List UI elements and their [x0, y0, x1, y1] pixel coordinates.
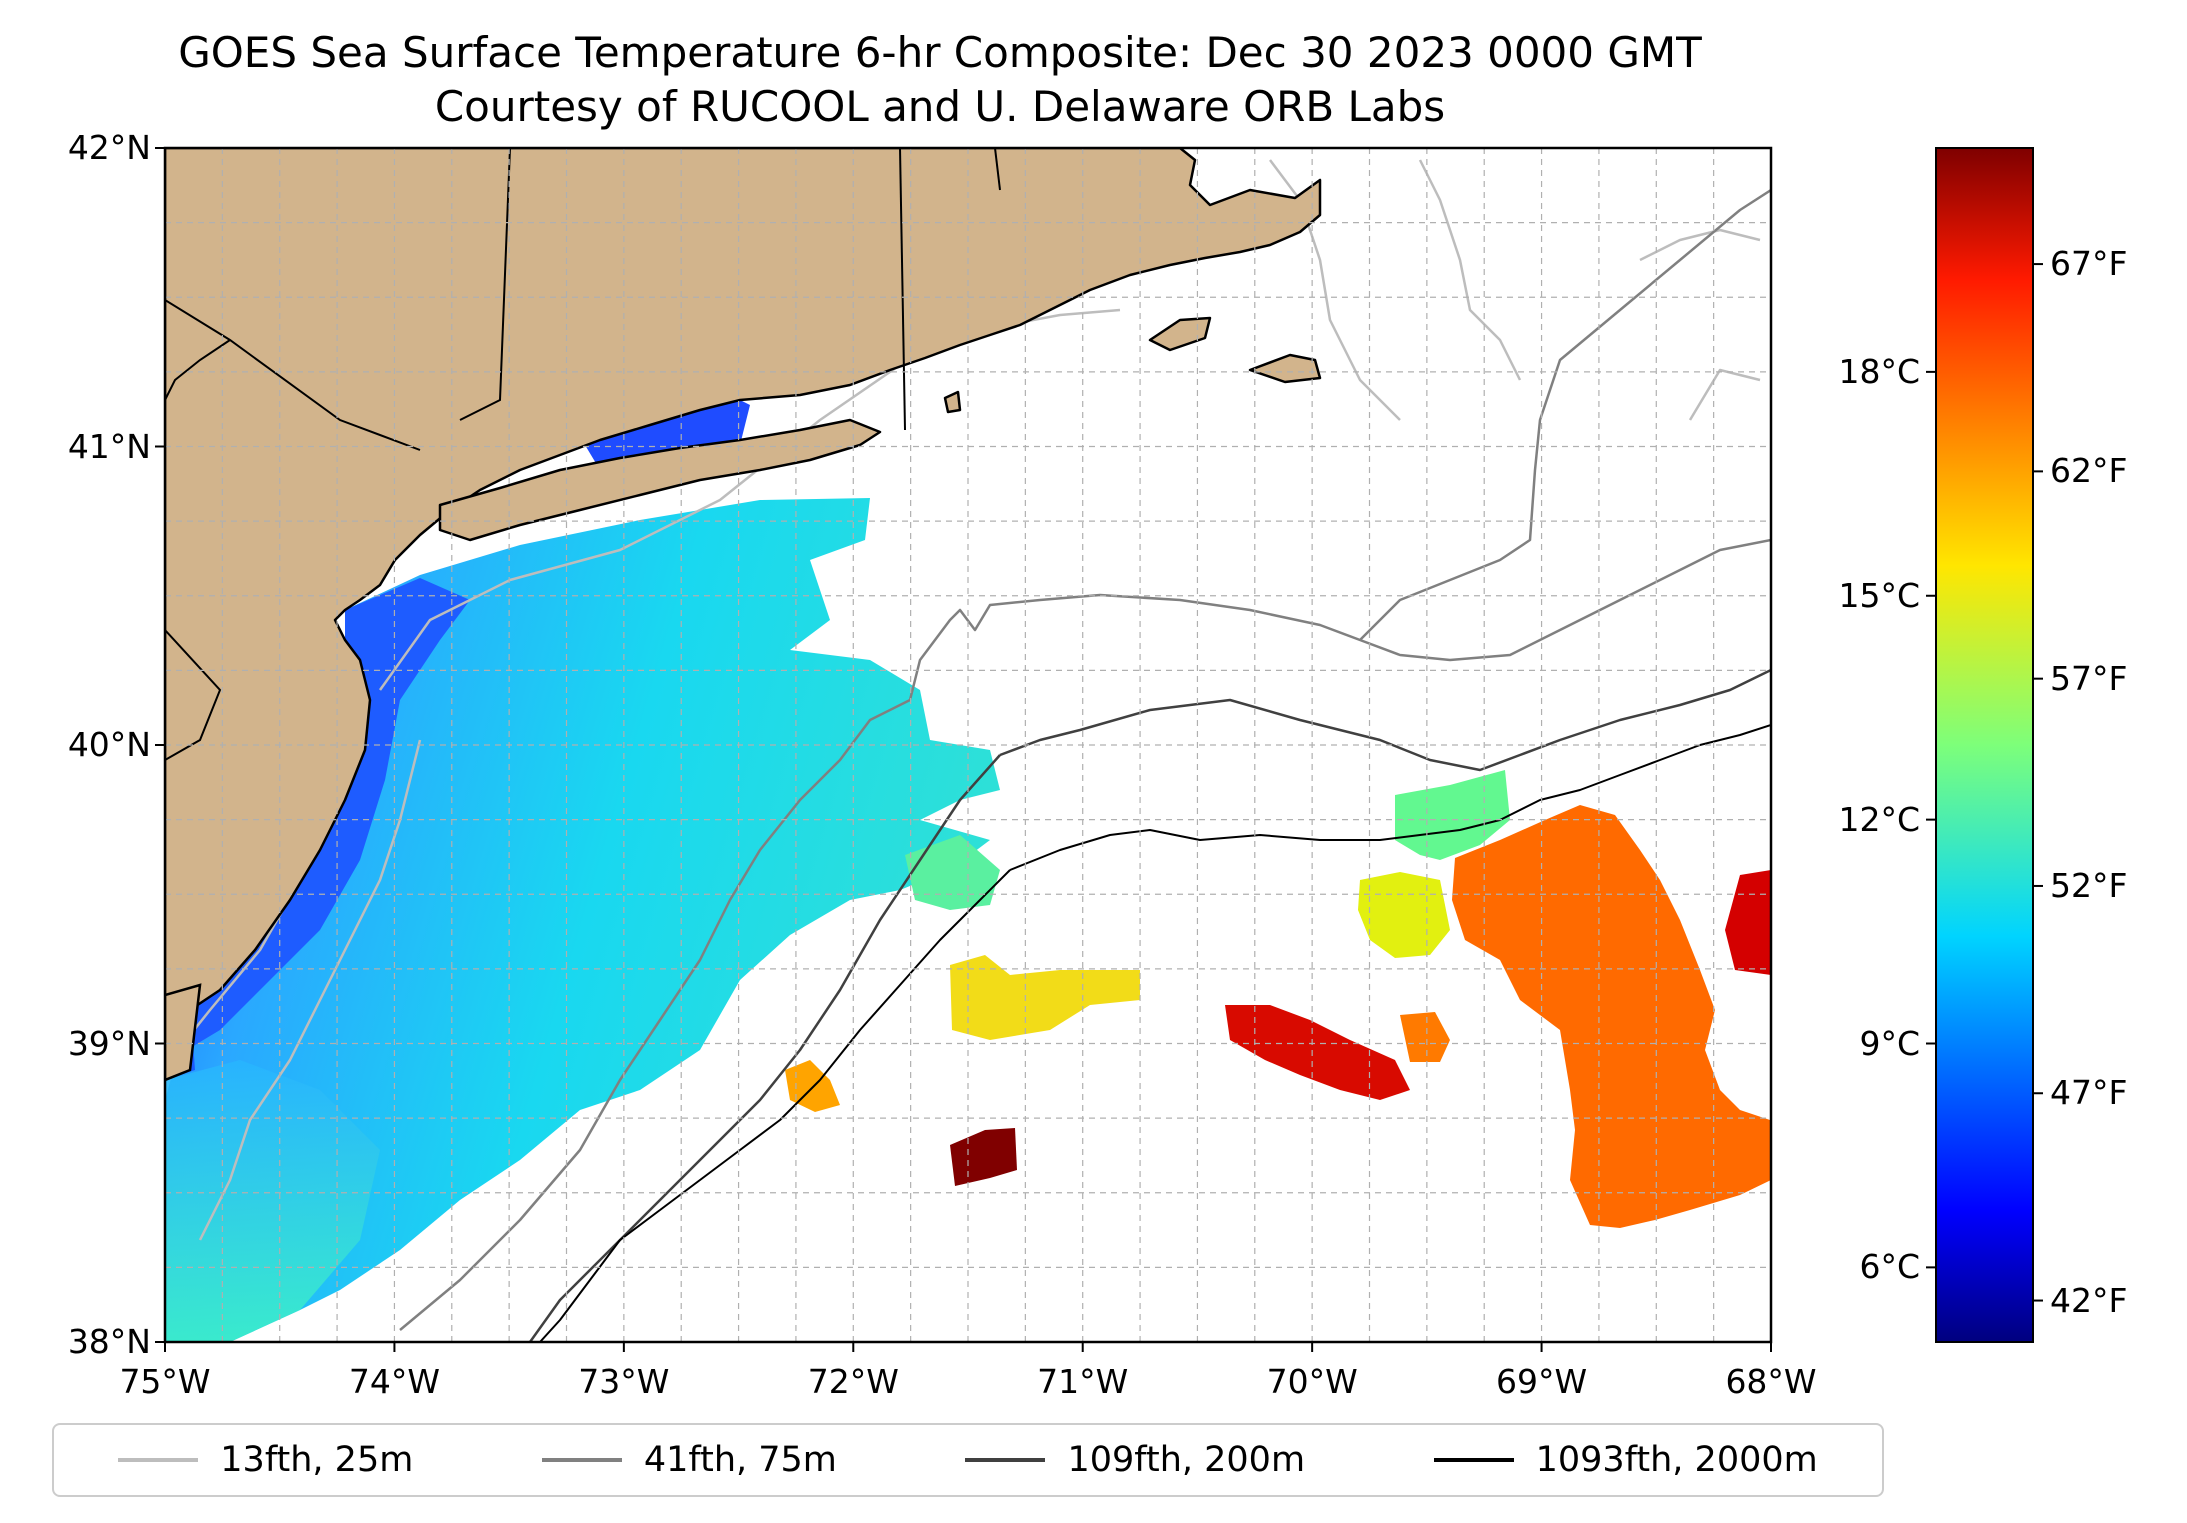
sst-patch-yellow-east: [1358, 872, 1450, 958]
map-subtitle: Courtesy of RUCOOL and U. Delaware ORB L…: [434, 82, 1446, 131]
colorbar-tick-marks: [1926, 263, 2043, 1302]
legend-label: 41fth, 75m: [643, 1440, 837, 1480]
bathymetry-contours: [169, 159, 1771, 1342]
legend-swatch: [541, 1458, 622, 1462]
sst-patch-orange-small: [785, 1060, 840, 1112]
map-title: GOES Sea Surface Temperature 6-hr Compos…: [178, 28, 1702, 77]
colorbar-f-label: 62°F: [2050, 451, 2128, 491]
lat-tick-label: 41°N: [67, 426, 151, 466]
sst-southern-shelf: [165, 1060, 380, 1342]
sst-patch-gulf-stream: [1452, 805, 1771, 1228]
lon-tick-label: 75°W: [119, 1362, 211, 1401]
legend-item: 13fth, 25m: [118, 1440, 413, 1480]
colorbar-f-label: 57°F: [2050, 658, 2128, 698]
lon-tick-label: 68°W: [1725, 1362, 1817, 1401]
lat-tick-label: 42°N: [67, 128, 151, 167]
contour-200m: [528, 668, 1771, 1342]
colorbar-c-label: 18°C: [1838, 351, 1920, 391]
legend-label: 1093fth, 2000m: [1535, 1440, 1818, 1480]
contour-2000m: [539, 724, 1771, 1342]
sst-patch-darkred: [950, 1128, 1017, 1186]
colorbar-f-label: 47°F: [2050, 1073, 2128, 1113]
sst-patch-yellow-west: [950, 955, 1140, 1040]
map-gridlines: [165, 148, 1771, 1342]
sst-patch-red-edge: [1725, 870, 1771, 975]
sst-patch-green-north: [1395, 770, 1510, 860]
land-marthas-vineyard: [1148, 316, 1212, 352]
legend-swatch: [1433, 1458, 1514, 1462]
lat-tick-label: 40°N: [67, 725, 151, 764]
colorbar-c-label: 15°C: [1838, 575, 1920, 615]
colorbar-f-label: 42°F: [2050, 1280, 2128, 1320]
legend-item: 109fth, 200m: [965, 1440, 1305, 1480]
lon-tick-label: 73°W: [578, 1362, 670, 1401]
sst-patch-orange-dot: [1400, 1012, 1450, 1062]
land-block-island: [943, 390, 962, 414]
colorbar-c-label: 9°C: [1859, 1023, 1920, 1063]
colorbar: [1935, 147, 2034, 1343]
lon-tick-label: 70°W: [1266, 1362, 1358, 1401]
land-long-island: [438, 418, 882, 542]
lat-tick-label: 38°N: [67, 1322, 151, 1361]
legend-label: 109fth, 200m: [1067, 1440, 1306, 1480]
sst-patch-red-central: [1225, 1005, 1410, 1100]
colorbar-f-label: 67°F: [2050, 244, 2128, 284]
colorbar-c-label: 6°C: [1859, 1247, 1920, 1287]
contour-75m: [399, 188, 1771, 1331]
legend-item: 1093fth, 2000m: [1433, 1440, 1818, 1480]
colorbar-c-label: 12°C: [1838, 799, 1920, 839]
legend-swatch: [118, 1458, 199, 1462]
depth-legend: 13fth, 25m 41fth, 75m 109fth, 200m 1093fth,…: [52, 1423, 1884, 1497]
sst-patch-teal-edge: [905, 835, 1000, 910]
map-tick-marks: [155, 147, 1772, 1352]
lon-tick-label: 72°W: [807, 1362, 899, 1401]
legend-item: 41fth, 75m: [541, 1440, 837, 1480]
lon-tick-label: 71°W: [1037, 1362, 1129, 1401]
lon-tick-label: 69°W: [1496, 1362, 1588, 1401]
land-delmarva: [165, 983, 202, 1082]
legend-swatch: [965, 1458, 1046, 1462]
land-mainland-north: [165, 148, 1322, 1037]
lon-tick-label: 74°W: [348, 1362, 440, 1401]
sst-shelf-water: [165, 498, 1000, 1342]
colorbar-f-label: 52°F: [2050, 865, 2128, 905]
land: [165, 148, 1322, 1037]
state-borders: [165, 148, 1001, 761]
legend-label: 13fth, 25m: [220, 1440, 414, 1480]
land-nantucket: [1248, 353, 1322, 384]
lat-tick-label: 39°N: [67, 1023, 151, 1063]
